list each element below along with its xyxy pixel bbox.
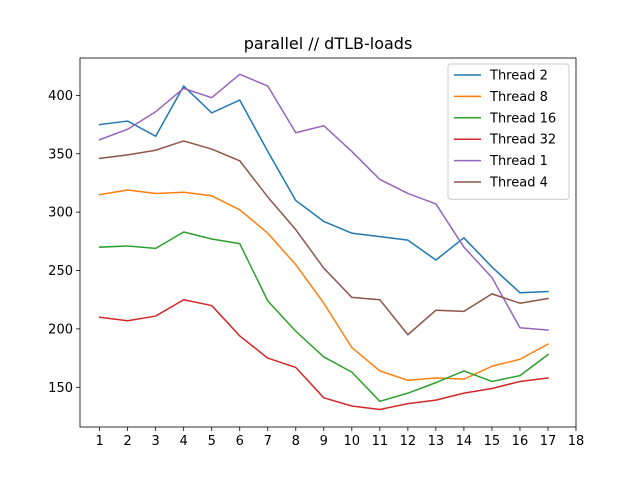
legend-label: Thread 1 — [489, 154, 548, 169]
x-tick-label: 13 — [428, 434, 445, 449]
series-line-thread-4 — [98, 140, 549, 336]
legend-label: Thread 32 — [489, 133, 556, 148]
x-tick-label: 9 — [320, 434, 328, 449]
y-tick-label: 400 — [48, 89, 73, 104]
x-tick-label: 11 — [372, 434, 389, 449]
y-tick-label: 300 — [48, 206, 73, 221]
y-tick-label: 150 — [48, 381, 73, 396]
x-tick-label: 12 — [400, 434, 417, 449]
legend-label: Thread 4 — [489, 176, 548, 191]
series-layer — [98, 73, 550, 411]
x-tick-label: 3 — [152, 434, 160, 449]
legend-box — [447, 63, 570, 200]
x-tick-label: 7 — [264, 434, 272, 449]
legend-label: Thread 16 — [489, 111, 556, 126]
axes-frame — [79, 57, 577, 428]
x-tick-label: 2 — [123, 434, 131, 449]
series-line-thread-1 — [98, 73, 549, 331]
x-tick-label: 10 — [344, 434, 361, 449]
legend-label: Thread 2 — [489, 69, 548, 84]
x-tick-label: 14 — [456, 434, 473, 449]
chart-title: parallel // dTLB-loads — [244, 34, 413, 53]
x-tick-label: 17 — [540, 434, 557, 449]
x-tick-label: 1 — [95, 434, 103, 449]
series-line-thread-16 — [98, 231, 550, 403]
x-tick-label: 18 — [568, 434, 585, 449]
series-line-thread-2 — [98, 85, 549, 294]
x-tick-label: 4 — [180, 434, 188, 449]
x-tick-label: 8 — [292, 434, 300, 449]
y-tick-label: 200 — [48, 322, 73, 337]
x-tick-label: 16 — [512, 434, 529, 449]
legend: Thread 2 Thread 8 Thread 16 Thread 32 Thread… — [447, 63, 570, 200]
y-tick-label: 250 — [48, 264, 73, 279]
x-tick-label: 6 — [236, 434, 244, 449]
y-tick-label: 350 — [48, 147, 73, 162]
x-tick-label: 5 — [208, 434, 216, 449]
axes-layer: 1 2 3 4 5 6 7 8 9 10 11 12 13 14 15 16 17 181502002503003… — [48, 57, 585, 449]
series-line-thread-32 — [98, 298, 549, 411]
legend-label: Thread 8 — [489, 90, 548, 105]
x-tick-label: 15 — [484, 434, 501, 449]
